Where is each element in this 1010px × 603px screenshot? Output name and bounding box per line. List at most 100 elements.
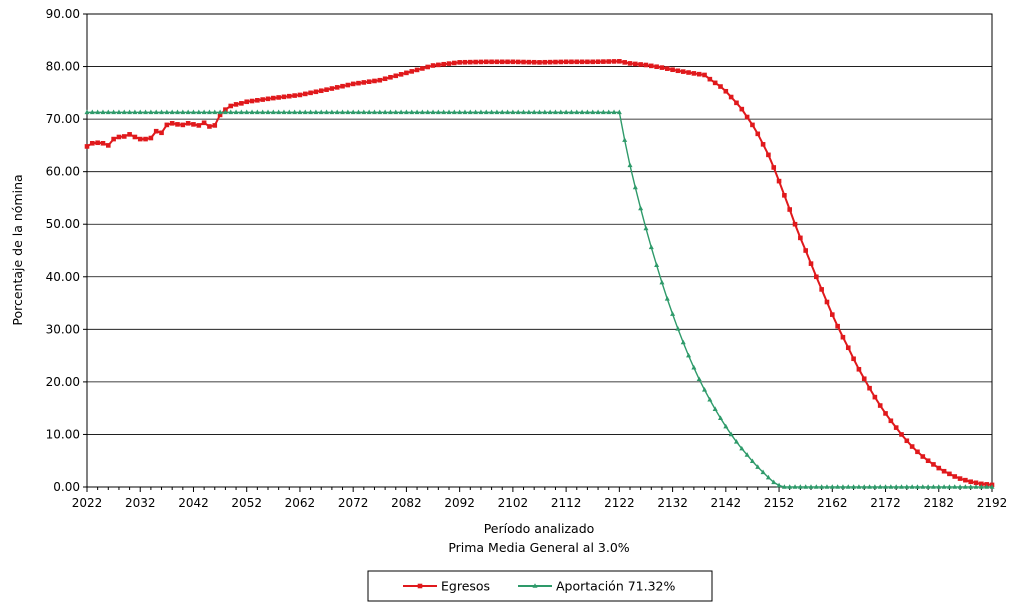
data-point-egresos	[936, 466, 941, 471]
x-tick-label: 2032	[125, 496, 156, 510]
data-point-egresos	[85, 144, 90, 149]
data-point-egresos	[196, 123, 201, 128]
data-point-aportacion	[654, 262, 659, 267]
y-tick-label: 90.00	[46, 7, 80, 21]
data-point-egresos	[372, 79, 377, 84]
data-point-egresos	[963, 478, 968, 483]
data-point-egresos	[660, 65, 665, 70]
data-point-egresos	[862, 376, 867, 381]
data-point-egresos	[798, 236, 803, 241]
data-point-egresos	[484, 60, 489, 65]
data-point-egresos	[851, 356, 856, 361]
data-point-egresos	[835, 324, 840, 329]
x-tick-label: 2122	[604, 496, 635, 510]
data-point-aportacion	[681, 340, 686, 345]
data-point-egresos	[777, 179, 782, 184]
y-tick-label: 50.00	[46, 217, 80, 231]
data-point-egresos	[697, 72, 702, 77]
data-point-egresos	[878, 403, 883, 408]
legend-label-egresos: Egresos	[441, 579, 490, 594]
data-point-egresos	[308, 91, 313, 96]
data-point-egresos	[537, 60, 542, 65]
data-point-egresos	[415, 68, 420, 73]
y-axis-title: Porcentaje de la nómina	[10, 174, 25, 325]
y-tick-label: 40.00	[46, 270, 80, 284]
data-point-aportacion	[665, 296, 670, 301]
data-point-egresos	[292, 93, 297, 98]
grid-lines	[87, 67, 992, 435]
data-point-egresos	[186, 121, 191, 126]
data-point-egresos	[298, 93, 303, 98]
data-point-egresos	[319, 88, 324, 93]
data-point-egresos	[889, 418, 894, 423]
data-point-egresos	[101, 141, 106, 146]
data-point-egresos	[90, 141, 95, 146]
data-point-egresos	[516, 60, 521, 65]
data-point-egresos	[457, 60, 462, 65]
data-point-egresos	[383, 76, 388, 81]
data-point-egresos	[452, 61, 457, 66]
data-point-egresos	[228, 104, 233, 109]
data-point-egresos	[106, 143, 111, 148]
data-point-egresos	[362, 80, 367, 85]
x-tick-label: 2042	[178, 496, 209, 510]
data-point-aportacion	[686, 353, 691, 358]
data-point-aportacion	[643, 226, 648, 231]
x-axis-subtitle: Prima Media General al 3.0%	[448, 540, 629, 555]
data-point-egresos	[580, 60, 585, 65]
data-point-egresos	[340, 84, 345, 89]
data-point-egresos	[122, 134, 127, 139]
legend-label-aportacion: Aportación 71.32%	[556, 579, 676, 594]
data-point-egresos	[276, 95, 281, 100]
data-point-egresos	[782, 193, 787, 198]
data-point-egresos	[463, 60, 468, 65]
plot-area-border	[87, 14, 992, 487]
data-point-egresos	[745, 115, 750, 120]
data-point-egresos	[771, 165, 776, 170]
data-point-egresos	[138, 137, 143, 142]
data-point-egresos	[393, 74, 398, 79]
series-line-egresos	[87, 61, 992, 485]
data-point-egresos	[622, 60, 627, 65]
legend-marker-egresos	[418, 584, 423, 589]
data-point-egresos	[686, 70, 691, 75]
x-tick-label: 2082	[391, 496, 422, 510]
data-point-egresos	[468, 60, 473, 65]
data-point-egresos	[809, 261, 814, 266]
data-point-egresos	[239, 101, 244, 106]
data-point-egresos	[968, 479, 973, 484]
data-point-egresos	[681, 69, 686, 74]
data-point-egresos	[255, 98, 260, 103]
data-point-egresos	[905, 438, 910, 443]
x-tick-label: 2132	[657, 496, 688, 510]
data-point-egresos	[585, 60, 590, 65]
data-point-egresos	[212, 123, 217, 128]
data-point-egresos	[425, 65, 430, 70]
data-point-egresos	[692, 71, 697, 76]
data-point-egresos	[766, 153, 771, 158]
data-point-egresos	[95, 140, 100, 145]
data-point-egresos	[926, 458, 931, 463]
data-point-egresos	[165, 123, 170, 128]
data-point-egresos	[399, 72, 404, 77]
x-tick-label: 2092	[444, 496, 475, 510]
data-point-egresos	[282, 95, 287, 100]
x-tick-label: 2152	[764, 496, 795, 510]
data-point-egresos	[447, 61, 452, 66]
data-point-egresos	[755, 132, 760, 137]
data-point-egresos	[133, 135, 138, 140]
y-tick-label: 80.00	[46, 60, 80, 74]
data-point-egresos	[479, 60, 484, 65]
legend: Egresos Aportación 71.32%	[368, 571, 712, 601]
y-axis-ticks: 0.0010.0020.0030.0040.0050.0060.0070.008…	[46, 7, 87, 494]
data-point-egresos	[207, 124, 212, 129]
data-point-egresos	[377, 78, 382, 83]
data-point-egresos	[527, 60, 532, 65]
y-tick-label: 70.00	[46, 112, 80, 126]
data-point-egresos	[729, 95, 734, 100]
data-point-egresos	[117, 135, 122, 140]
data-point-egresos	[330, 86, 335, 91]
x-tick-label: 2102	[498, 496, 529, 510]
data-point-egresos	[558, 60, 563, 65]
data-point-egresos	[803, 248, 808, 253]
